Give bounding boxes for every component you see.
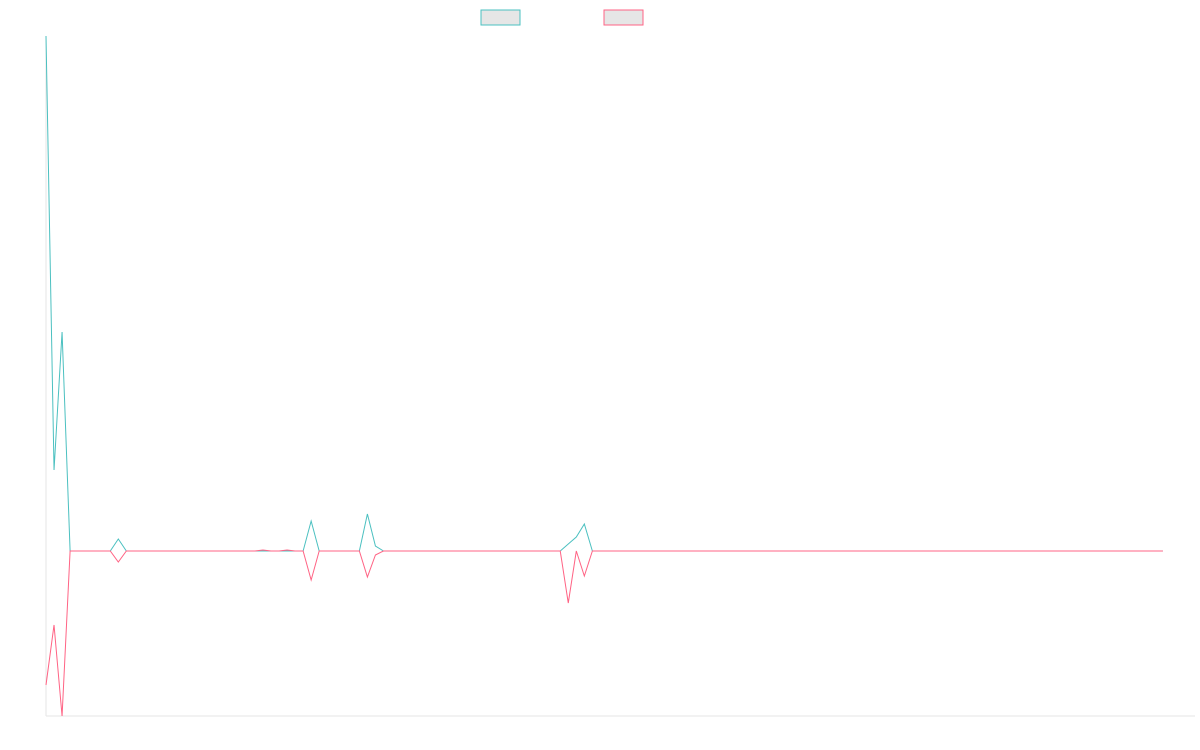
series-line xyxy=(45,35,1163,552)
legend-swatch xyxy=(603,9,644,26)
legend-swatch xyxy=(480,9,521,26)
series-line xyxy=(45,549,1163,717)
